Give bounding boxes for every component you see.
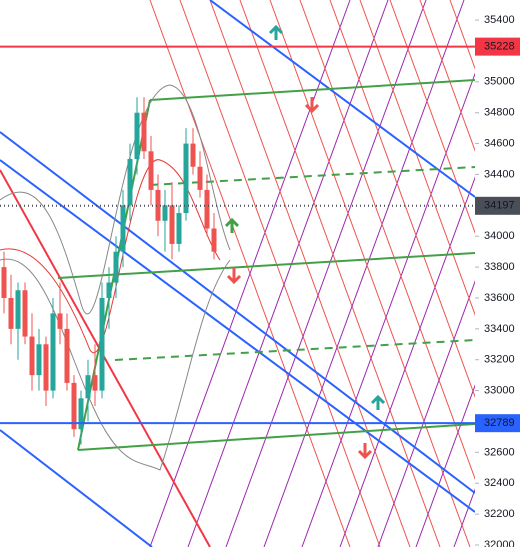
price-tag-label: 34197 [484, 200, 515, 212]
y-tick-label: 34600 [484, 137, 515, 149]
red-line [299, 0, 501, 547]
y-tick-label: 34800 [484, 107, 515, 119]
candle-body [148, 151, 154, 190]
y-tick-label: 35400 [484, 14, 515, 26]
y-tick-label: 32000 [484, 539, 515, 547]
y-tick-label: 34400 [484, 168, 515, 180]
candle-body [113, 251, 119, 283]
candle-body [92, 375, 98, 391]
candle-body [50, 313, 56, 391]
candle-body [71, 382, 77, 430]
candle-body [162, 205, 168, 221]
pitchfork-lines [149, 0, 528, 547]
price-axis-bg [475, 0, 528, 547]
candle-body [155, 189, 161, 221]
y-tick-label: 33000 [484, 385, 515, 397]
red-line [179, 0, 381, 547]
price-tag [475, 37, 520, 56]
y-tick-label: 33800 [484, 261, 515, 273]
price-tag [475, 196, 520, 215]
candle-body [43, 344, 49, 391]
y-tick-label: 32600 [484, 446, 515, 458]
candle-body [197, 166, 203, 190]
y-tick-label: 35000 [484, 76, 515, 88]
purple-line [187, 0, 389, 547]
purple-line [149, 0, 351, 547]
red-line [209, 0, 411, 547]
candle-body [211, 228, 217, 252]
y-tick-label: 32400 [484, 477, 515, 489]
candle-body [8, 297, 14, 329]
candle-body [190, 143, 196, 167]
candle-body [99, 297, 105, 391]
candle-body [141, 112, 147, 152]
candle-body [106, 282, 112, 298]
arrows [224, 24, 386, 460]
candle-body [134, 112, 140, 160]
candle-body [36, 344, 42, 376]
candle-body [176, 213, 182, 244]
price-tag-label: 35228 [484, 41, 515, 53]
red-line [239, 0, 441, 547]
candle-body [85, 375, 91, 399]
y-tick-label: 33200 [484, 354, 515, 366]
candle-body [64, 328, 70, 383]
purple-line [225, 0, 427, 547]
candle-body [183, 143, 189, 214]
candle-body [204, 189, 210, 229]
drawings [0, 0, 476, 547]
candle-body [78, 398, 84, 430]
candle-body [57, 313, 63, 329]
candle-body [22, 290, 28, 337]
y-tick-label: 33400 [484, 323, 515, 335]
price-tag [475, 414, 520, 433]
y-tick-label: 32200 [484, 508, 515, 520]
candle-body [1, 267, 7, 298]
candle-body [169, 205, 175, 244]
y-tick-label: 34000 [484, 230, 515, 242]
candle-body [29, 336, 35, 376]
y-tick-label: 33600 [484, 292, 515, 304]
candle-body [127, 159, 133, 206]
candle-body [120, 205, 126, 252]
purple-line [301, 0, 503, 547]
price-tag-label: 32789 [484, 417, 515, 429]
purple-line [263, 0, 465, 547]
candle-body [15, 290, 21, 329]
